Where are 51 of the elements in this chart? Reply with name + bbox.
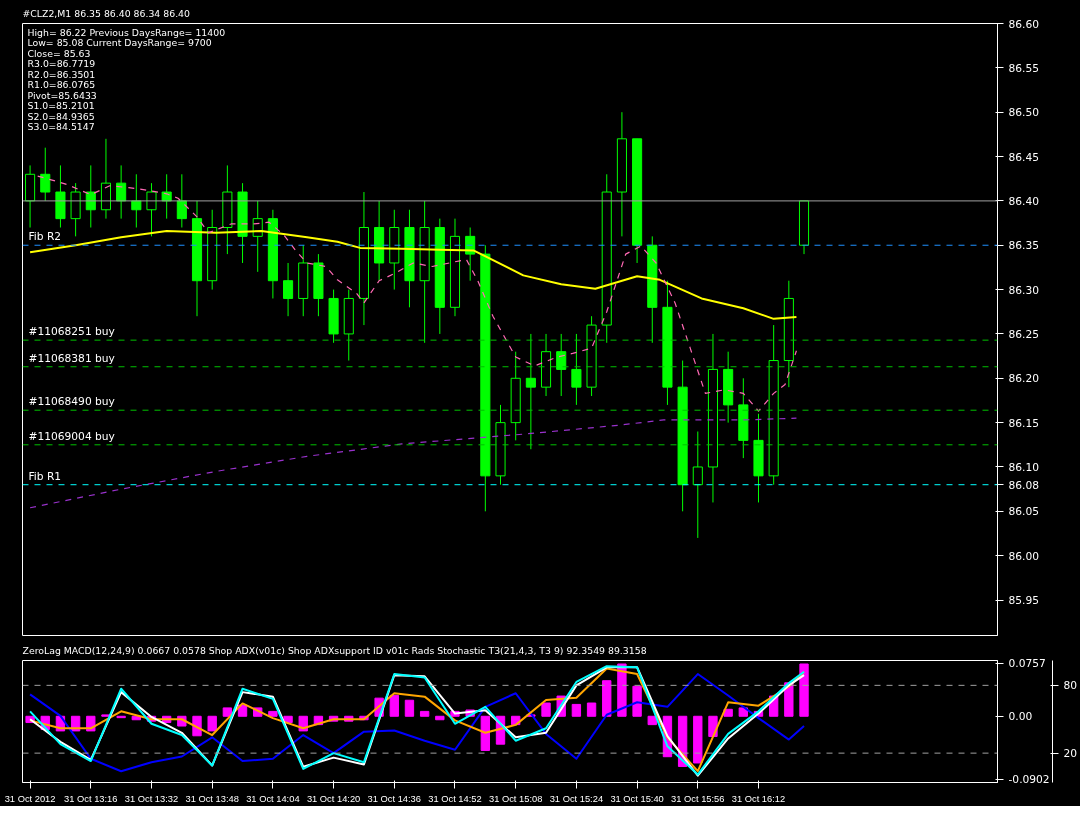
chart-title: #CLZ2,M1 86.35 86.40 86.34 86.40 xyxy=(22,7,191,19)
y-tick-label: 86.60 xyxy=(1008,17,1040,31)
y-tick-label: 86.15 xyxy=(1008,416,1040,430)
x-tick-label: 31 Oct 14:20 xyxy=(306,793,361,804)
ref-line-label: #11068251 buy xyxy=(28,325,115,339)
ref-line-label: #11069004 buy xyxy=(28,429,115,443)
y-tick-label: 85.95 xyxy=(1008,594,1040,608)
y-tick-label: 0.0757 xyxy=(1008,657,1046,671)
y-tick-label: 86.40 xyxy=(1008,194,1040,208)
y-tick-label: 86.55 xyxy=(1008,61,1040,75)
y-tick-label: 86.10 xyxy=(1008,460,1040,474)
x-tick-label: 31 Oct 15:40 xyxy=(610,793,664,804)
annotation: Close= 85.63 xyxy=(27,47,91,59)
y-tick-label: 86.50 xyxy=(1008,106,1040,120)
y-tick-label: -0.0902 xyxy=(1008,773,1050,787)
y-tick-label: 86.00 xyxy=(1008,549,1040,563)
annotation: R2.0=86.3501 xyxy=(27,68,96,80)
annotation: Low= 85.08 Current DaysRange= 9700 xyxy=(27,37,212,48)
y-tick-label: 86.35 xyxy=(1008,239,1040,253)
annotation: R3.0=86.7719 xyxy=(27,58,96,69)
y-tick-label: 86.45 xyxy=(1008,150,1040,164)
y-tick-label: 86.25 xyxy=(1008,327,1040,341)
annotation: Pivot=85.6433 xyxy=(27,89,97,101)
x-tick-label: 31 Oct 14:04 xyxy=(246,793,300,804)
x-tick-label: 31 Oct 14:36 xyxy=(367,793,421,804)
x-tick-label: 31 Oct 13:48 xyxy=(185,793,239,804)
x-tick-label: 31 Oct 2012 xyxy=(4,793,56,804)
annotation: S1.0=85.2101 xyxy=(27,100,95,111)
ref-line-label: #11068490 buy xyxy=(28,395,115,409)
annotation: S3.0=84.5147 xyxy=(27,121,95,132)
x-tick-label: 31 Oct 16:12 xyxy=(731,793,786,804)
annotation: High= 86.22 Previous DaysRange= 11400 xyxy=(27,26,226,38)
y2-tick-label: 80 xyxy=(1063,679,1078,693)
x-tick-label: 31 Oct 15:24 xyxy=(549,793,604,804)
y2-tick-label: 20 xyxy=(1063,747,1078,761)
y-tick-label: 86.30 xyxy=(1008,283,1040,297)
y-tick-label: 86.20 xyxy=(1008,372,1040,386)
x-tick-label: 31 Oct 13:16 xyxy=(64,793,118,804)
y-tick-label: 0.00 xyxy=(1008,710,1033,724)
ref-line-label: Fib R2 xyxy=(28,230,62,244)
annotation: S2.0=84.9365 xyxy=(27,110,95,122)
y-tick-label: 86.05 xyxy=(1008,505,1040,519)
annotation: R1.0=86.0765 xyxy=(27,79,96,90)
ref-line-label: #11068381 buy xyxy=(28,351,115,365)
y-tick-label: 86.08 xyxy=(1008,478,1040,492)
chart-title: ZeroLag MACD(12,24,9) 0.0667 0.0578 Shop ADX(v01c) Shop ADXsupport ID v01c Rads Stochastic T3(21,4,3, T3 9) 92.3549 89.3158 xyxy=(22,644,647,656)
x-tick-label: 31 Oct 13:32 xyxy=(124,793,179,804)
x-tick-label: 31 Oct 14:52 xyxy=(428,793,482,804)
x-tick-label: 31 Oct 15:56 xyxy=(671,793,725,804)
x-tick-label: 31 Oct 15:08 xyxy=(488,793,543,804)
ref-line-label: Fib R1 xyxy=(28,469,62,483)
